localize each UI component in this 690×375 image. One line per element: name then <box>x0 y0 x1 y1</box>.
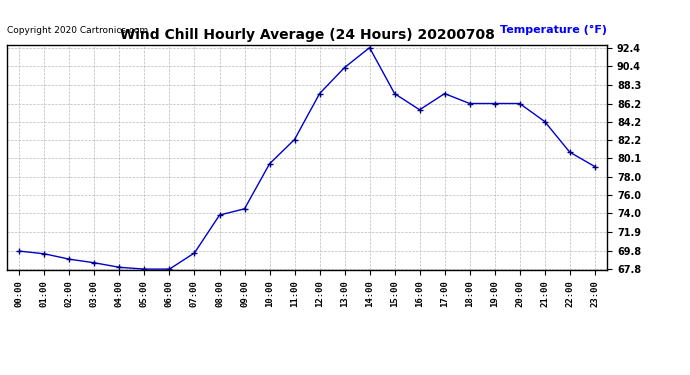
Text: Temperature (°F): Temperature (°F) <box>500 25 607 35</box>
Title: Wind Chill Hourly Average (24 Hours) 20200708: Wind Chill Hourly Average (24 Hours) 202… <box>119 28 495 42</box>
Text: Copyright 2020 Cartronics.com: Copyright 2020 Cartronics.com <box>7 26 148 35</box>
